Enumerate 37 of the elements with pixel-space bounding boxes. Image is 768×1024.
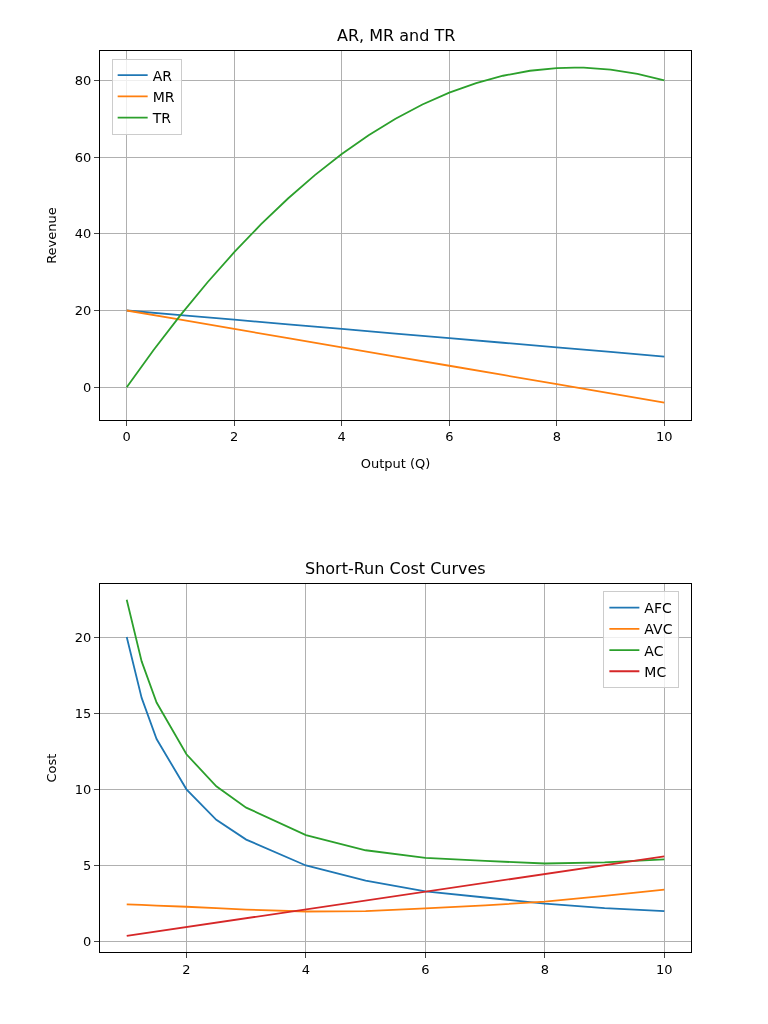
legend-label: AR	[152, 67, 173, 84]
y-tick-label: 0	[82, 379, 92, 395]
x-axis-title: Output (Q)	[360, 456, 431, 472]
legend-label: AFC	[644, 600, 672, 617]
line-series	[125, 636, 666, 913]
line-series	[125, 309, 666, 404]
legend-label: AC	[644, 642, 664, 659]
y-tick-label: 10	[74, 781, 92, 797]
line-series	[125, 66, 666, 389]
y-tick-label: 80	[74, 72, 92, 88]
x-tick-label: 6	[445, 429, 454, 445]
x-tick-label: 4	[337, 429, 346, 445]
y-tick-label: 0	[82, 934, 92, 950]
line-series	[125, 888, 666, 913]
legend-label: AVC	[644, 621, 673, 638]
y-axis-title: Cost	[43, 753, 59, 783]
y-tick-label: 40	[74, 226, 92, 242]
y-tick-label: 15	[74, 705, 92, 721]
y-tick-label: 5	[82, 858, 92, 874]
x-tick-label: 10	[656, 429, 673, 445]
x-tick-label: 0	[122, 429, 131, 445]
x-tick-label: 8	[540, 961, 549, 977]
x-tick-label: 2	[230, 429, 239, 445]
chart-title: Short-Run Cost Curves	[305, 559, 486, 578]
legend-label: TR	[151, 110, 172, 127]
legend-label: MC	[644, 663, 667, 680]
x-tick-label: 2	[182, 961, 191, 977]
y-axis-title: Revenue	[43, 207, 59, 264]
x-tick-label: 4	[301, 961, 311, 977]
y-tick-label: 20	[74, 629, 92, 645]
x-tick-label: 10	[656, 961, 673, 977]
y-tick-label: 20	[74, 303, 92, 319]
x-tick-label: 8	[552, 429, 561, 445]
x-tick-label: 6	[421, 961, 430, 977]
y-tick-label: 60	[74, 149, 92, 165]
legend-label: MR	[152, 88, 175, 105]
chart-title: AR, MR and TR	[337, 26, 456, 45]
